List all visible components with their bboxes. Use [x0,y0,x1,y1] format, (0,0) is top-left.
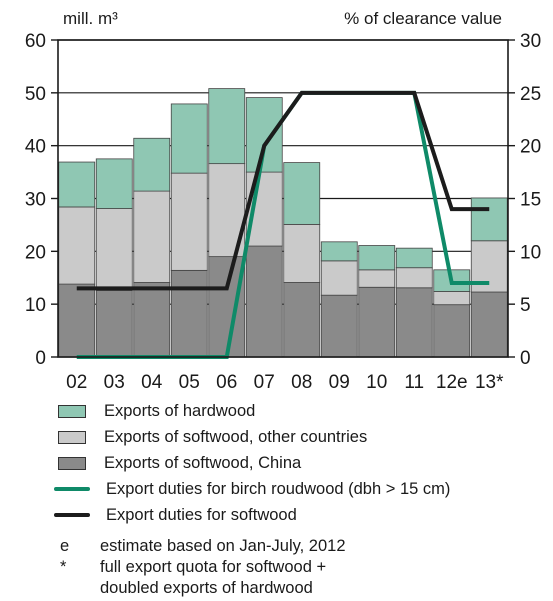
x-tick-label: 04 [141,372,163,393]
bar-segment [470,291,508,358]
footnotes: e estimate based on Jan-July, 2012 * ful… [40,536,540,599]
bar-segment [320,241,358,262]
softwood-china-swatch [58,456,86,470]
legend-item-birch-duty: Export duties for birch roudwood (dbh > … [40,476,540,502]
footnote: doubled exports of hardwood [40,578,540,599]
bar-segment [58,206,96,285]
bar-segment [208,256,246,358]
bar-segment [208,88,246,165]
footnote: * full export quota for softwood + [40,557,540,578]
bar-segment [95,158,133,209]
x-tick-label: 11 [404,372,424,393]
bar-segment [433,291,471,306]
bar-segment [395,287,433,358]
y-tick-label-left: 20 [25,242,46,263]
hardwood-swatch [58,404,86,418]
legend-label: Exports of softwood, other countries [104,427,368,446]
bar-segment [95,208,133,291]
bar-segment [283,162,321,225]
x-tick-label: 08 [291,372,312,393]
legend: Exports of hardwood Exports of softwood,… [40,398,540,528]
bar-segment [133,190,171,283]
footnote-symbol: e [60,537,70,555]
footnote-text: full export quota for softwood + [100,558,327,576]
bar-segment [433,304,471,358]
y-tick-label-right: 15 [520,190,541,211]
x-tick-label: 05 [179,372,200,393]
birch-duty-line-swatch [54,487,90,491]
legend-item-softwood-other: Exports of softwood, other countries [40,424,540,450]
y-tick-label-right: 20 [520,137,541,158]
bar-segment [358,245,396,271]
softwood-other-swatch [58,430,86,444]
footnote-symbol [40,578,100,599]
y-tick-label-left: 30 [25,190,46,211]
bar-segment [358,286,396,358]
y-tick-label-left: 60 [25,31,46,52]
x-tick-label: 12e [436,372,468,393]
bar-segment [395,247,433,269]
bar-segment [58,283,96,358]
footnote-text: estimate based on Jan-July, 2012 [100,537,346,555]
footnote: e estimate based on Jan-July, 2012 [40,536,540,557]
bar-segment [245,97,283,173]
footnote-symbol: * [60,558,67,576]
bar-segment [58,161,96,208]
legend-label: Export duties for birch roudwood (dbh > … [106,479,451,498]
bar-segment [170,172,208,271]
bar-segment [395,267,433,289]
x-tick-label: 07 [254,372,275,393]
x-tick-label: 06 [216,372,237,393]
bar-segment [283,282,321,358]
y-tick-label-left: 50 [25,84,46,105]
y-tick-label-left: 0 [35,348,46,369]
softwood-duty-line-swatch [54,513,90,517]
legend-label: Exports of hardwood [104,401,256,420]
x-tick-label: 13* [475,372,504,393]
bar-segment [95,290,133,358]
bar-segment [133,282,171,358]
bar-segment [245,245,283,358]
bar-segment [320,294,358,358]
right-axis-label: % of clearance value [344,9,502,28]
y-tick-label-right: 5 [520,295,531,316]
y-tick-label-right: 0 [520,348,531,369]
y-tick-label-right: 30 [520,31,541,52]
bar-segment [470,197,508,242]
x-tick-label: 10 [366,372,387,393]
y-tick-label-left: 10 [25,295,46,316]
bar-segment [170,269,208,358]
left-axis-label: mill. m³ [63,9,118,28]
legend-label: Exports of softwood, China [104,453,302,472]
y-tick-label-right: 25 [520,84,541,105]
footnote-text: doubled exports of hardwood [100,579,313,597]
x-tick-label: 09 [329,372,350,393]
x-tick-label: 03 [104,372,125,393]
y-tick-label-left: 40 [25,137,46,158]
bar-segment [283,223,321,283]
legend-item-softwood-china: Exports of softwood, China [40,450,540,476]
x-tick-label: 02 [66,372,87,393]
legend-item-hardwood: Exports of hardwood [40,398,540,424]
legend-label: Export duties for softwood [106,505,297,524]
bar-segment [133,137,171,192]
legend-item-softwood-duty: Export duties for softwood [40,502,540,528]
bar-segment [320,260,358,296]
bar-segment [358,269,396,288]
series-line [76,90,490,291]
bar-segment [170,103,208,174]
y-tick-label-right: 10 [520,242,541,263]
